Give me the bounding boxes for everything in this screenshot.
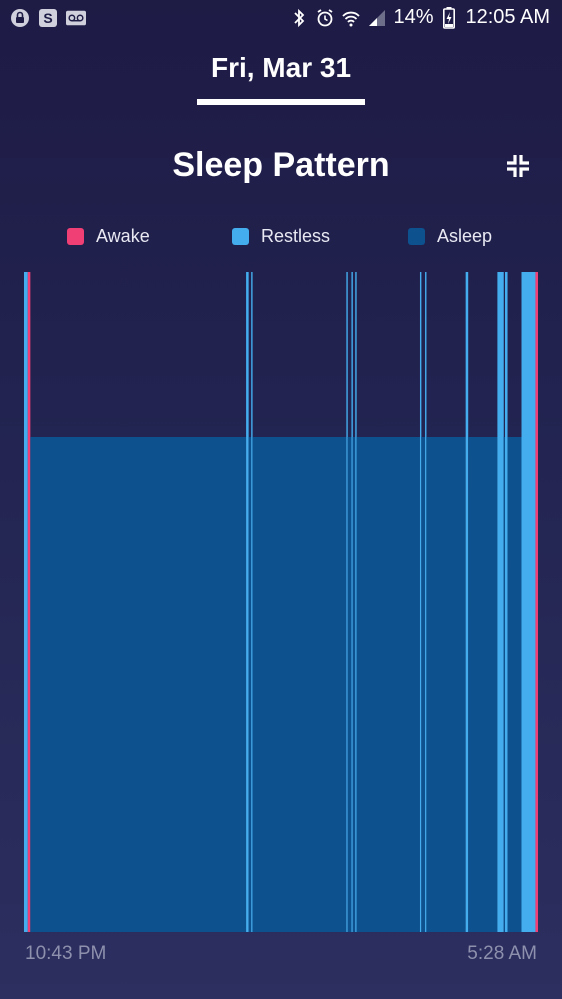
- clock: 12:05 AM: [465, 6, 550, 28]
- segment-asleep: [426, 437, 466, 932]
- legend-label-awake: Awake: [96, 226, 150, 246]
- legend-swatch-restless: [232, 228, 249, 245]
- segment-restless: [521, 272, 536, 932]
- x-axis-end-label: 5:28 AM: [467, 943, 537, 964]
- segment-awake: [27, 272, 31, 932]
- segment-restless: [251, 272, 253, 932]
- segment-restless: [351, 272, 353, 932]
- status-bar-notifications: S: [10, 8, 86, 28]
- legend-label-restless: Restless: [261, 226, 331, 246]
- date-tab-indicator: [197, 99, 365, 105]
- chart-legend: Awake Restless Asleep: [0, 226, 562, 250]
- legend-item-restless: Restless: [232, 226, 330, 247]
- battery-percent: 14%: [393, 6, 434, 28]
- signal-icon: [367, 8, 387, 28]
- segment-restless: [346, 272, 348, 932]
- segment-restless: [246, 272, 249, 932]
- status-bar: S: [0, 0, 562, 38]
- segment-asleep: [352, 437, 356, 932]
- segment-awake: [535, 272, 538, 932]
- segment-asleep: [252, 437, 347, 932]
- legend-label-asleep: Asleep: [437, 226, 493, 246]
- segment-asleep: [356, 437, 420, 932]
- voicemail-icon: [66, 8, 86, 28]
- legend-swatch-awake: [67, 228, 84, 245]
- chart-title: Sleep Pattern: [172, 146, 390, 184]
- x-axis-start-label: 10:43 PM: [25, 943, 107, 964]
- segment-restless: [465, 272, 469, 932]
- alarm-icon: [315, 8, 335, 28]
- battery-charging-icon: [439, 6, 459, 29]
- sleep-pattern-plot: [24, 272, 538, 932]
- segment-asleep: [421, 437, 426, 932]
- bluetooth-icon: [289, 8, 309, 28]
- segment-asleep: [347, 437, 352, 932]
- legend-item-awake: Awake: [67, 226, 150, 247]
- segment-restless: [24, 272, 28, 932]
- legend-item-asleep: Asleep: [408, 226, 492, 247]
- collapse-button[interactable]: [504, 152, 532, 180]
- svg-text:S: S: [43, 10, 52, 26]
- segment-asleep: [468, 437, 498, 932]
- wifi-icon: [341, 8, 361, 28]
- segment-restless: [419, 272, 422, 932]
- legend-swatch-asleep: [408, 228, 425, 245]
- segment-asleep: [503, 437, 506, 932]
- date-tab[interactable]: Fri, Mar 31: [210, 52, 352, 83]
- collapse-icon: [507, 155, 529, 177]
- segment-restless: [355, 272, 357, 932]
- segment-asleep: [248, 437, 252, 932]
- segment-restless: [425, 272, 427, 932]
- lock-notification-icon: [10, 8, 30, 28]
- segment-restless: [497, 272, 504, 932]
- sleep-pattern-chart[interactable]: [24, 272, 538, 932]
- segment-asleep: [507, 437, 522, 932]
- s-app-icon: S: [38, 8, 58, 28]
- status-bar-system: 14% 12:05 AM: [289, 6, 550, 29]
- segment-restless: [505, 272, 508, 932]
- segment-asleep: [30, 437, 247, 932]
